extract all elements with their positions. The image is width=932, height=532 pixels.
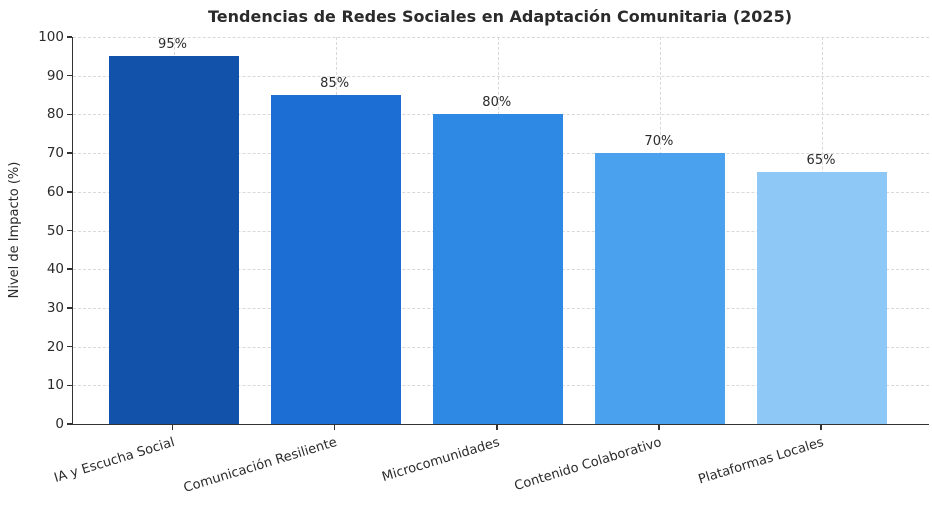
x-tick-mark: [820, 425, 822, 430]
y-tick-label: 0: [55, 416, 64, 432]
bar: [108, 56, 239, 424]
x-tick-mark: [496, 425, 498, 430]
y-axis-title: Nivel de Impacto (%): [7, 161, 22, 299]
x-tick-label: Microcomunidades: [379, 435, 502, 486]
y-tick-label: 10: [46, 377, 64, 394]
x-tick-label: Plataformas Locales: [696, 435, 826, 488]
bar-value-label: 95%: [158, 37, 187, 53]
y-tick-mark: [67, 152, 72, 154]
bar: [432, 114, 563, 424]
y-tick-mark: [67, 191, 72, 193]
y-tick-label: 60: [46, 183, 64, 200]
x-tick-label: IA y Escucha Social: [52, 435, 177, 486]
y-tick-label: 90: [46, 67, 64, 84]
plot-area: [72, 37, 929, 425]
bar: [270, 95, 401, 424]
x-tick-mark: [658, 425, 660, 430]
y-tick-label: 20: [46, 338, 64, 355]
y-tick-mark: [67, 36, 72, 38]
x-tick-label: Comunicación Resiliente: [182, 435, 340, 496]
h-gridline: [73, 75, 929, 77]
chart-title: Tendencias de Redes Sociales en Adaptaci…: [207, 7, 793, 26]
y-tick-mark: [67, 229, 72, 232]
y-tick-label: 30: [46, 299, 64, 316]
h-gridline: [73, 37, 929, 38]
x-tick-mark: [171, 425, 174, 430]
bar-value-label: 80%: [482, 95, 512, 111]
y-tick-label: 100: [38, 29, 64, 45]
bar: [757, 172, 887, 424]
y-tick-mark: [67, 307, 72, 309]
x-tick-mark: [333, 425, 336, 430]
bar-value-label: 65%: [806, 153, 836, 169]
y-tick-mark: [67, 345, 72, 348]
y-tick-label: 70: [46, 145, 64, 162]
bar-value-label: 85%: [320, 76, 350, 92]
y-tick-label: 50: [46, 222, 64, 239]
y-tick-label: 80: [46, 106, 64, 123]
y-tick-mark: [67, 74, 72, 77]
y-tick-label: 40: [46, 261, 64, 278]
x-tick-label: Contenido Colaborativo: [512, 435, 664, 495]
bar: [594, 153, 725, 424]
y-tick-mark: [67, 113, 72, 116]
bar-value-label: 70%: [644, 134, 674, 150]
y-tick-mark: [67, 384, 72, 387]
y-tick-mark: [67, 423, 72, 425]
y-tick-mark: [67, 268, 72, 270]
